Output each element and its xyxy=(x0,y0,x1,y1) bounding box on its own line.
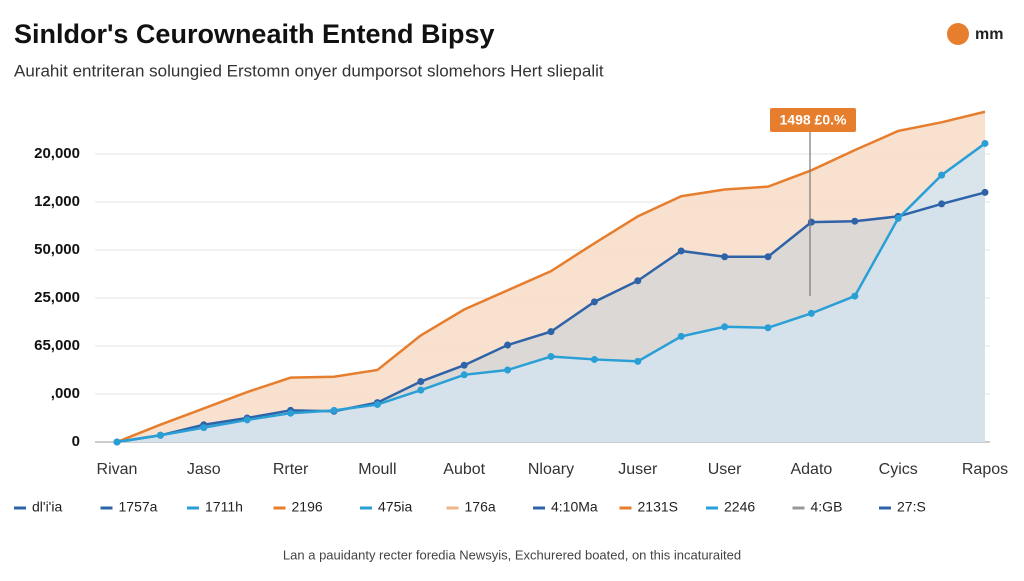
x-tick-label: Moull xyxy=(358,461,396,478)
legend-label: 2131S xyxy=(638,499,678,515)
legend-label: 1757a xyxy=(119,499,158,515)
point xyxy=(243,416,251,424)
line xyxy=(116,110,986,444)
point xyxy=(721,253,729,261)
y-tick-label: 65,000 xyxy=(34,337,80,354)
x-tick-label: Rivan xyxy=(97,461,138,478)
point xyxy=(851,217,859,225)
point xyxy=(981,188,989,196)
point xyxy=(504,366,512,374)
point xyxy=(460,371,468,379)
point xyxy=(764,253,772,261)
legend-label: 4:10Ma xyxy=(551,499,598,515)
point xyxy=(851,292,859,300)
point xyxy=(677,332,685,340)
chart-subtitle: Aurahit entriteran solungied Erstomn ony… xyxy=(14,61,604,80)
annotation: 1498 £0.% xyxy=(780,112,847,128)
point xyxy=(590,355,598,363)
footer: Lan a pauidanty recter foredia Newsyis, … xyxy=(283,547,741,562)
legend-label: 27:S xyxy=(897,499,926,515)
point xyxy=(547,353,555,361)
legend-label: 475ia xyxy=(378,499,412,515)
area xyxy=(117,143,985,442)
y-tick-label: 0 xyxy=(72,433,80,450)
chart-title: Sinldor's Ceurowneaith Entend Bipsy xyxy=(14,19,494,49)
point xyxy=(504,341,512,349)
point xyxy=(807,218,815,226)
point xyxy=(417,378,425,386)
point xyxy=(417,386,425,394)
x-tick-label: Nloary xyxy=(528,461,574,478)
y-tick-label: 20,000 xyxy=(34,145,80,162)
x-tick-label: Jaso xyxy=(187,461,221,478)
point xyxy=(677,247,685,255)
point xyxy=(200,424,208,432)
point xyxy=(764,324,772,332)
legend-label: 4:GB xyxy=(811,499,843,515)
x-tick-label: Rapos xyxy=(962,461,1008,478)
point xyxy=(894,214,902,222)
point xyxy=(113,438,121,446)
point xyxy=(373,401,381,409)
point xyxy=(721,323,729,331)
point xyxy=(938,200,946,208)
point xyxy=(590,298,598,306)
point xyxy=(287,409,295,417)
point xyxy=(460,361,468,369)
point xyxy=(938,171,946,179)
x-tick-label: User xyxy=(708,461,742,478)
y-tick-label: ,000 xyxy=(51,385,80,402)
point xyxy=(634,277,642,285)
x-tick-label: Rrter xyxy=(273,461,309,478)
y-tick-label: 25,000 xyxy=(34,289,80,306)
legend-label: 1711h xyxy=(205,499,243,515)
annotation-box xyxy=(770,108,856,132)
legend-label: dl'i'ia xyxy=(32,499,62,515)
legend-label: 2246 xyxy=(724,499,755,515)
point xyxy=(156,431,164,439)
point xyxy=(547,328,555,336)
x-tick-label: Aubot xyxy=(443,461,485,478)
x-tick-label: Adato xyxy=(790,461,832,478)
point xyxy=(807,309,815,317)
point xyxy=(634,357,642,365)
x-tick-label: Cyics xyxy=(879,461,918,478)
logo: mm xyxy=(975,26,1003,43)
point xyxy=(981,139,989,147)
y-tick-label: 50,000 xyxy=(34,241,80,258)
legend-label: 2196 xyxy=(292,499,323,515)
y-tick-label: 12,000 xyxy=(34,193,80,210)
x-tick-label: Juser xyxy=(618,461,658,478)
logo-icon xyxy=(947,23,969,45)
legend-label: 176a xyxy=(465,499,496,515)
point xyxy=(330,406,338,414)
